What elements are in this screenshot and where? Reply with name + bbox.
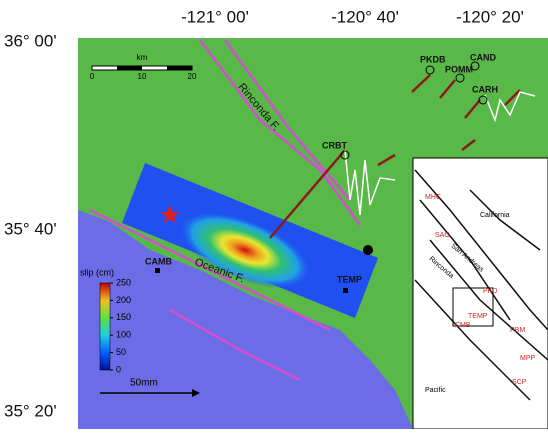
lon-label: -120° 20' (456, 7, 524, 26)
lat-label: 35° 20' (4, 401, 57, 420)
station: PKDB (420, 54, 446, 64)
inset-label: SCP (512, 379, 527, 386)
colorbar-title: slip (cm) (80, 267, 114, 277)
station: POMM (445, 64, 473, 74)
inset-label: TEMP (468, 313, 488, 320)
inset-label: PBM (510, 327, 525, 334)
inset-label: PKD (483, 288, 497, 295)
inset-label: SAO (435, 232, 450, 239)
station: CAMB (145, 256, 172, 266)
epicenter (363, 245, 373, 255)
inset-label: CMB (455, 322, 471, 329)
colorbar-tick-label: 0 (116, 364, 121, 374)
vector-scale-label: 50mm (130, 378, 158, 389)
scale-label: 10 (138, 72, 147, 81)
scale-unit: km (137, 53, 148, 62)
scale-label: 0 (90, 72, 95, 81)
inset-label: Pacific (425, 387, 446, 394)
scale-label: 20 (188, 72, 197, 81)
inset-label: California (480, 212, 510, 219)
station: CARH (472, 84, 498, 94)
station: TEMP (337, 274, 362, 284)
lat-label: 36° 00' (4, 31, 57, 50)
station: CAND (470, 52, 496, 62)
colorbar-tick-label: 100 (116, 330, 131, 340)
colorbar-tick-label: 50 (116, 347, 126, 357)
lat-label: 35° 40' (4, 219, 57, 238)
colorbar-tick-label: 200 (116, 295, 131, 305)
colorbar-tick-label: 250 (116, 277, 131, 287)
inset-label: MPP (520, 355, 536, 362)
inset-map: California Pacific MHC SAO San Andreas R… (413, 158, 548, 429)
station: CRBT (322, 140, 347, 150)
inset-label: MHC (425, 194, 441, 201)
lon-label: -121° 00' (181, 7, 249, 26)
map-figure: -121° 00' -120° 40' -120° 20' 36° 00' 35… (0, 0, 548, 429)
lon-label: -120° 40' (331, 7, 399, 26)
colorbar-tick-label: 150 (116, 312, 131, 322)
